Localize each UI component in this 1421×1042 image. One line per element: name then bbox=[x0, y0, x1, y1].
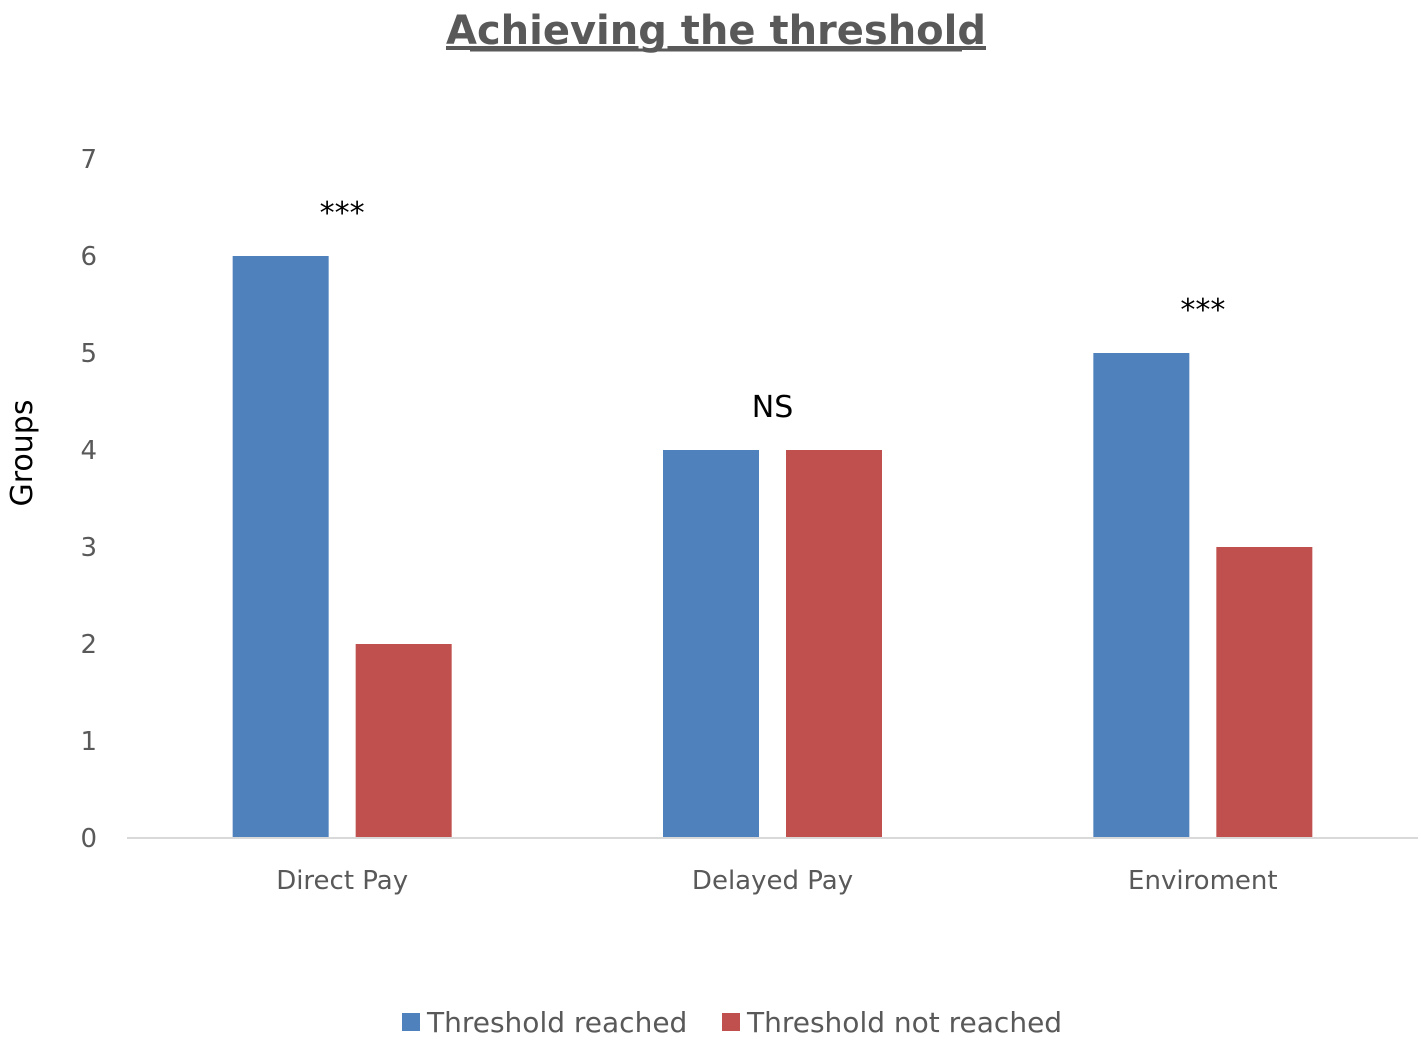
y-tick-label: 2 bbox=[80, 630, 97, 660]
bar-threshold-not-reached-2 bbox=[1216, 547, 1313, 838]
x-tick-label: Delayed Pay bbox=[692, 866, 853, 896]
y-tick-label: 1 bbox=[80, 727, 97, 757]
y-tick-label: 3 bbox=[80, 533, 97, 563]
significance-label: *** bbox=[1180, 293, 1225, 328]
significance-annotations: *** NS *** bbox=[320, 196, 1226, 425]
y-tick-label: 6 bbox=[80, 242, 97, 272]
legend: Threshold reached Threshold not reached bbox=[402, 1006, 1062, 1039]
chart-title: Achieving the threshold bbox=[446, 8, 986, 54]
y-tick-label: 0 bbox=[80, 824, 97, 854]
legend-swatch-0 bbox=[402, 1013, 420, 1031]
bar-threshold-not-reached-0 bbox=[355, 644, 452, 838]
y-tick-label: 7 bbox=[80, 145, 97, 175]
y-tick-labels: 0 1 2 3 4 5 6 7 bbox=[80, 145, 97, 854]
bar-threshold-reached-1 bbox=[663, 450, 759, 838]
legend-label-0: Threshold reached bbox=[426, 1006, 687, 1039]
x-tick-labels: Direct Pay Delayed Pay Enviroment bbox=[276, 866, 1277, 896]
bars bbox=[232, 256, 1313, 838]
y-tick-label: 5 bbox=[80, 339, 97, 369]
legend-label-1: Threshold not reached bbox=[746, 1006, 1062, 1039]
x-tick-label: Direct Pay bbox=[276, 866, 408, 896]
bar-threshold-reached-2 bbox=[1093, 353, 1190, 838]
x-tick-label: Enviroment bbox=[1128, 866, 1278, 896]
y-tick-label: 4 bbox=[80, 436, 97, 466]
y-axis-title: Groups bbox=[5, 400, 40, 507]
bar-threshold-not-reached-1 bbox=[786, 450, 882, 838]
bar-threshold-reached-0 bbox=[232, 256, 329, 838]
significance-label: *** bbox=[320, 196, 365, 231]
legend-swatch-1 bbox=[722, 1013, 740, 1031]
significance-label: NS bbox=[752, 390, 793, 425]
